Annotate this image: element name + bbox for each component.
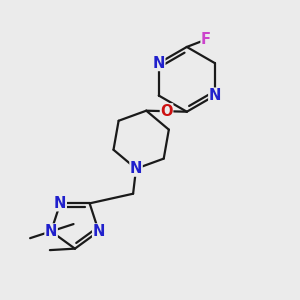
Text: F: F [201,32,211,47]
Text: N: N [130,161,142,176]
Text: N: N [153,56,165,70]
Text: O: O [160,104,173,119]
Text: N: N [45,224,57,239]
Text: N: N [209,88,221,103]
Text: N: N [54,196,66,211]
Text: N: N [92,224,105,239]
